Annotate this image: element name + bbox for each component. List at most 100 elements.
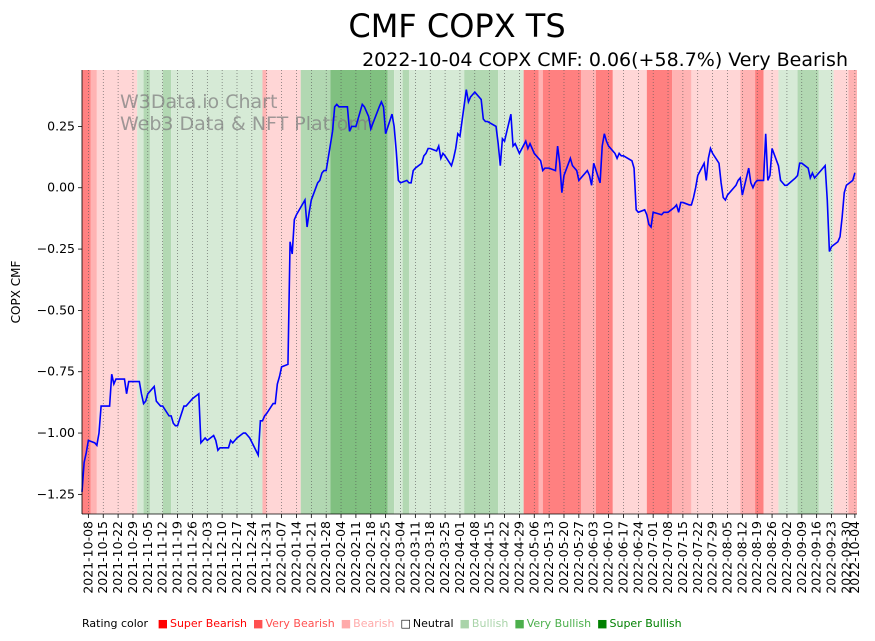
y-axis-label: COPX CMF (9, 261, 23, 324)
rating-band (646, 70, 673, 514)
rating-band (818, 70, 834, 514)
x-tick-label: 2022-04-15 (482, 521, 497, 594)
rating-band (778, 70, 798, 514)
legend-swatch: ■ (253, 617, 264, 630)
x-tick-label: 2021-10-08 (80, 521, 95, 594)
legend-label: Super Bearish (169, 617, 248, 630)
rating-band (797, 70, 819, 514)
x-tick-label: 2021-12-31 (259, 521, 274, 594)
rating-band (498, 70, 524, 514)
legend-item: ■ Very Bearish (253, 617, 335, 630)
x-tick-label: 2022-06-24 (630, 521, 645, 594)
x-tick-label: 2021-10-15 (95, 521, 110, 594)
x-tick-label: 2022-07-29 (705, 521, 720, 594)
legend-label: Bearish (353, 617, 395, 630)
x-tick-label: 2021-12-17 (229, 521, 244, 594)
x-tick-label: 2022-03-04 (392, 521, 407, 594)
rating-band (672, 70, 692, 514)
legend-item: ■ Very Bullish (514, 617, 591, 630)
y-tick-label: −1.25 (37, 486, 75, 501)
rating-band (143, 70, 150, 514)
x-tick-label: 2021-11-26 (184, 521, 199, 594)
x-tick-label: 2022-06-03 (586, 521, 601, 594)
y-ticks: 0.25 0.00 −0.25 −0.50 −0.75 −1.00 −1.25 (37, 118, 82, 501)
x-tick-label: 2022-04-29 (511, 521, 526, 594)
x-tick-label: 2022-01-21 (303, 521, 318, 594)
x-tick-label: 2022-04-01 (452, 521, 467, 594)
legend-item: ■ Bearish (341, 617, 395, 630)
legend-label: Neutral (412, 617, 454, 630)
rating-band (833, 70, 849, 514)
legend-swatch: ■ (157, 617, 168, 630)
legend-label: Very Bearish (265, 617, 335, 630)
rating-band (82, 70, 91, 514)
y-tick-label: 0.00 (47, 180, 75, 195)
rating-band (300, 70, 331, 514)
legend-item: ■ Super Bearish (158, 617, 247, 630)
rating-band (330, 70, 388, 514)
x-tick-label: 2021-11-19 (170, 521, 185, 594)
legend-label: Bullish (471, 617, 509, 630)
rating-band (542, 70, 581, 514)
y-tick-label: −0.75 (37, 364, 75, 379)
rating-band (538, 70, 543, 514)
x-tick-label: 2022-09-02 (779, 521, 794, 594)
legend-swatch: ■ (459, 617, 470, 630)
watermark-line-2: Web3 Data & NFT Platform (120, 113, 374, 135)
x-tick-label: 2022-05-13 (541, 521, 556, 594)
x-tick-label: 2022-03-18 (422, 521, 437, 594)
x-tick-label: 2022-02-04 (333, 521, 348, 594)
x-tick-label: 2022-05-20 (556, 521, 571, 594)
x-tick-label: 2022-05-06 (526, 521, 541, 594)
x-tick-label: 2022-07-08 (660, 521, 675, 594)
y-tick-label: 0.25 (47, 118, 75, 133)
rating-band (523, 70, 539, 514)
rating-band (149, 70, 163, 514)
x-tick-label: 2021-11-12 (155, 521, 170, 594)
x-tick-label: 2022-08-26 (764, 521, 779, 594)
x-tick-label: 2022-09-30 (838, 521, 853, 594)
rating-band (394, 70, 403, 514)
y-tick-label: −0.50 (37, 302, 75, 317)
x-tick-label: 2022-05-27 (571, 521, 586, 594)
x-tick-label: 2021-12-24 (244, 521, 259, 594)
legend-swatch: ■ (340, 617, 352, 630)
x-tick-label: 2022-06-10 (601, 521, 616, 594)
x-tick-label: 2022-01-28 (318, 521, 333, 594)
rating-band (266, 70, 301, 514)
x-tick-label: 2021-10-29 (125, 521, 140, 594)
watermark-line-1: W3Data.io Chart (120, 91, 277, 113)
rating-band (848, 70, 857, 514)
rating-band (171, 70, 263, 514)
x-tick-label: 2022-04-08 (467, 521, 482, 594)
x-tick-label: 2022-02-25 (378, 521, 393, 594)
rating-band (137, 70, 144, 514)
x-tick-label: 2022-08-19 (749, 521, 764, 594)
x-tick-label: 2022-08-12 (734, 521, 749, 594)
legend-label: Super Bullish (609, 617, 682, 630)
legend-swatch: □ (400, 617, 411, 630)
x-tick-label: 2022-03-25 (437, 521, 452, 594)
x-tick-label: 2022-07-01 (645, 521, 660, 594)
rating-band (464, 70, 499, 514)
x-gridlines (88, 70, 856, 514)
rating-band (96, 70, 138, 514)
x-tick-label: 2022-10-04 (847, 521, 862, 594)
x-tick-label: 2022-08-05 (719, 521, 734, 594)
x-tick-label: 2022-07-22 (690, 521, 705, 594)
x-tick-label: 2021-12-03 (199, 521, 214, 594)
rating-band (402, 70, 409, 514)
rating-band (612, 70, 647, 514)
rating-band (408, 70, 465, 514)
x-tick-label: 2022-03-11 (407, 521, 422, 594)
legend-title: Rating color (82, 617, 149, 630)
x-tick-label: 2022-01-14 (288, 521, 303, 594)
x-tick-label: 2022-01-07 (274, 521, 289, 594)
x-tick-label: 2022-09-16 (809, 521, 824, 594)
legend-item: □ Neutral (401, 617, 454, 630)
rating-band (755, 70, 764, 514)
rating-band (162, 70, 172, 514)
rating-band (691, 70, 741, 514)
legend-label: Very Bullish (526, 617, 592, 630)
